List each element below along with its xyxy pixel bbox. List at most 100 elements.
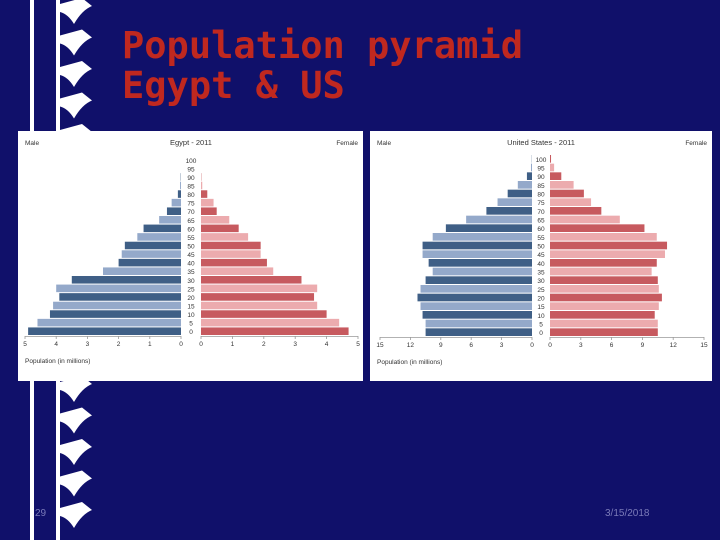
age-label: 90: [537, 174, 545, 181]
x-axis-label: Population (in millions): [25, 358, 90, 365]
age-label: 0: [539, 330, 543, 337]
male-tick-label: 15: [376, 342, 384, 349]
male-bar: [432, 233, 532, 241]
male-bar: [420, 285, 532, 293]
age-label: 65: [537, 218, 545, 225]
female-bar: [550, 215, 620, 224]
female-bar: [201, 181, 203, 190]
age-label: 5: [189, 321, 193, 328]
age-label: 100: [186, 158, 197, 165]
male-bar: [422, 241, 532, 250]
age-label: 40: [187, 261, 195, 268]
female-tick-label: 4: [325, 341, 329, 348]
slide-date: 3/15/2018: [605, 508, 650, 519]
male-bar: [526, 172, 532, 180]
male-tick-label: 9: [439, 342, 443, 349]
female-bar: [201, 258, 267, 267]
age-label: 90: [187, 175, 195, 182]
age-label: 95: [537, 166, 545, 173]
female-tick-label: 3: [579, 342, 583, 349]
female-bar: [550, 241, 668, 250]
curl-shape: [60, 29, 92, 56]
female-bar: [550, 319, 658, 328]
age-label: 75: [537, 200, 545, 207]
female-bar: [550, 207, 602, 215]
age-label: 5: [539, 322, 543, 329]
male-tick-label: 2: [117, 341, 121, 348]
female-tick-label: 0: [199, 341, 203, 348]
male-bar: [425, 319, 532, 328]
age-label: 30: [187, 278, 195, 285]
female-tick-label: 2: [262, 341, 266, 348]
female-bar: [550, 250, 665, 258]
age-label: 25: [537, 287, 545, 294]
curl-shape: [60, 407, 92, 434]
age-label: 55: [537, 235, 545, 242]
female-bar: [550, 233, 657, 241]
male-label: Male: [25, 140, 39, 147]
female-tick-label: 1: [231, 341, 235, 348]
slide-title: Population pyramid Egypt & US: [122, 26, 523, 106]
male-bar: [53, 301, 181, 310]
male-bar: [425, 276, 532, 284]
age-label: 10: [187, 312, 195, 319]
age-label: 25: [187, 286, 195, 293]
age-label: 20: [537, 296, 545, 303]
age-label: 35: [537, 270, 545, 277]
male-bar: [180, 181, 181, 190]
female-bar: [201, 190, 208, 198]
female-bar: [201, 267, 274, 275]
female-bar: [550, 285, 659, 293]
age-label: 70: [187, 209, 195, 216]
male-bar: [530, 163, 532, 172]
male-tick-label: 0: [179, 341, 183, 348]
age-label: 60: [537, 226, 545, 233]
female-bar: [550, 224, 645, 232]
age-label: 45: [537, 252, 545, 259]
female-bar: [550, 293, 662, 302]
male-bar: [28, 327, 182, 335]
x-axis-label: Population (in millions): [377, 359, 442, 366]
female-bar: [201, 276, 302, 284]
age-label: 100: [536, 157, 547, 164]
female-bar: [201, 207, 217, 215]
male-tick-label: 4: [54, 341, 58, 348]
female-tick-label: 9: [641, 342, 645, 349]
age-label: 85: [537, 183, 545, 190]
age-label: 80: [537, 192, 545, 199]
female-bar: [201, 233, 249, 241]
male-bar: [37, 318, 182, 327]
male-bar: [417, 293, 532, 302]
male-bar: [118, 258, 181, 267]
age-label: 85: [187, 183, 195, 190]
age-label: 30: [537, 278, 545, 285]
male-tick-label: 12: [407, 342, 415, 349]
curl-shape: [60, 92, 92, 119]
female-bar: [550, 267, 652, 276]
male-tick-label: 3: [86, 341, 90, 348]
male-bar: [486, 207, 532, 215]
male-bar: [177, 190, 181, 198]
female-tick-label: 0: [548, 342, 552, 349]
egypt-pyramid-panel: Male Female Egypt - 2011 0 5 10 15 20 25 30 35 40 45…: [18, 131, 363, 381]
male-bar: [124, 241, 181, 250]
male-bar: [445, 224, 532, 232]
curl-shape: [60, 470, 92, 497]
female-bar: [550, 155, 552, 163]
female-bar: [201, 301, 318, 310]
male-bar: [171, 198, 181, 207]
male-bar: [137, 233, 181, 241]
female-bar: [550, 259, 657, 267]
female-bar: [201, 318, 340, 327]
age-label: 95: [187, 166, 195, 173]
female-bar: [550, 276, 658, 284]
female-bar: [201, 241, 261, 250]
female-bar: [201, 284, 318, 293]
female-bar: [201, 250, 261, 258]
female-bar: [201, 198, 214, 207]
male-bar: [425, 328, 532, 336]
female-tick-label: 6: [610, 342, 614, 349]
male-bar: [497, 198, 532, 206]
curl-shape: [60, 502, 92, 528]
